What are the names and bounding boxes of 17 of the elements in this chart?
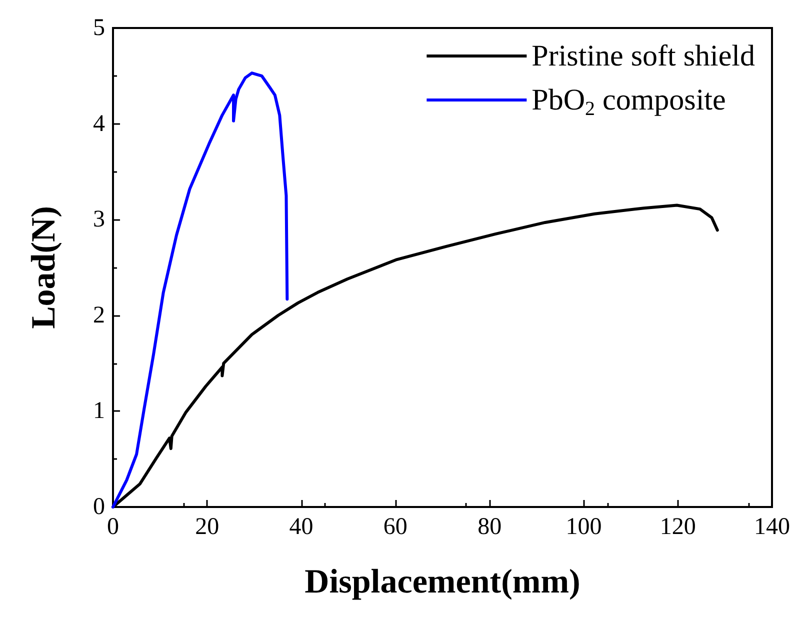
x-tick-label: 40 (289, 514, 314, 540)
legend-label: Pristine soft shield (532, 40, 756, 72)
y-tick-label: 5 (93, 15, 105, 41)
x-tick-label: 120 (660, 514, 696, 540)
y-tick-label: 0 (93, 494, 105, 520)
y-axis-title: Load(N) (26, 206, 62, 329)
x-tick-label: 20 (195, 514, 220, 540)
x-axis-title: Displacement(mm) (304, 564, 580, 600)
x-tick-label: 60 (383, 514, 408, 540)
y-tick-label: 4 (93, 110, 105, 137)
line-series (112, 72, 289, 508)
x-tick-label: 140 (754, 514, 790, 540)
y-tick-label: 3 (93, 206, 105, 233)
y-tick-label: 1 (93, 398, 105, 424)
x-tick-label: 80 (478, 514, 502, 540)
x-tick-label: 100 (566, 514, 602, 540)
y-tick-label: 2 (93, 302, 105, 328)
